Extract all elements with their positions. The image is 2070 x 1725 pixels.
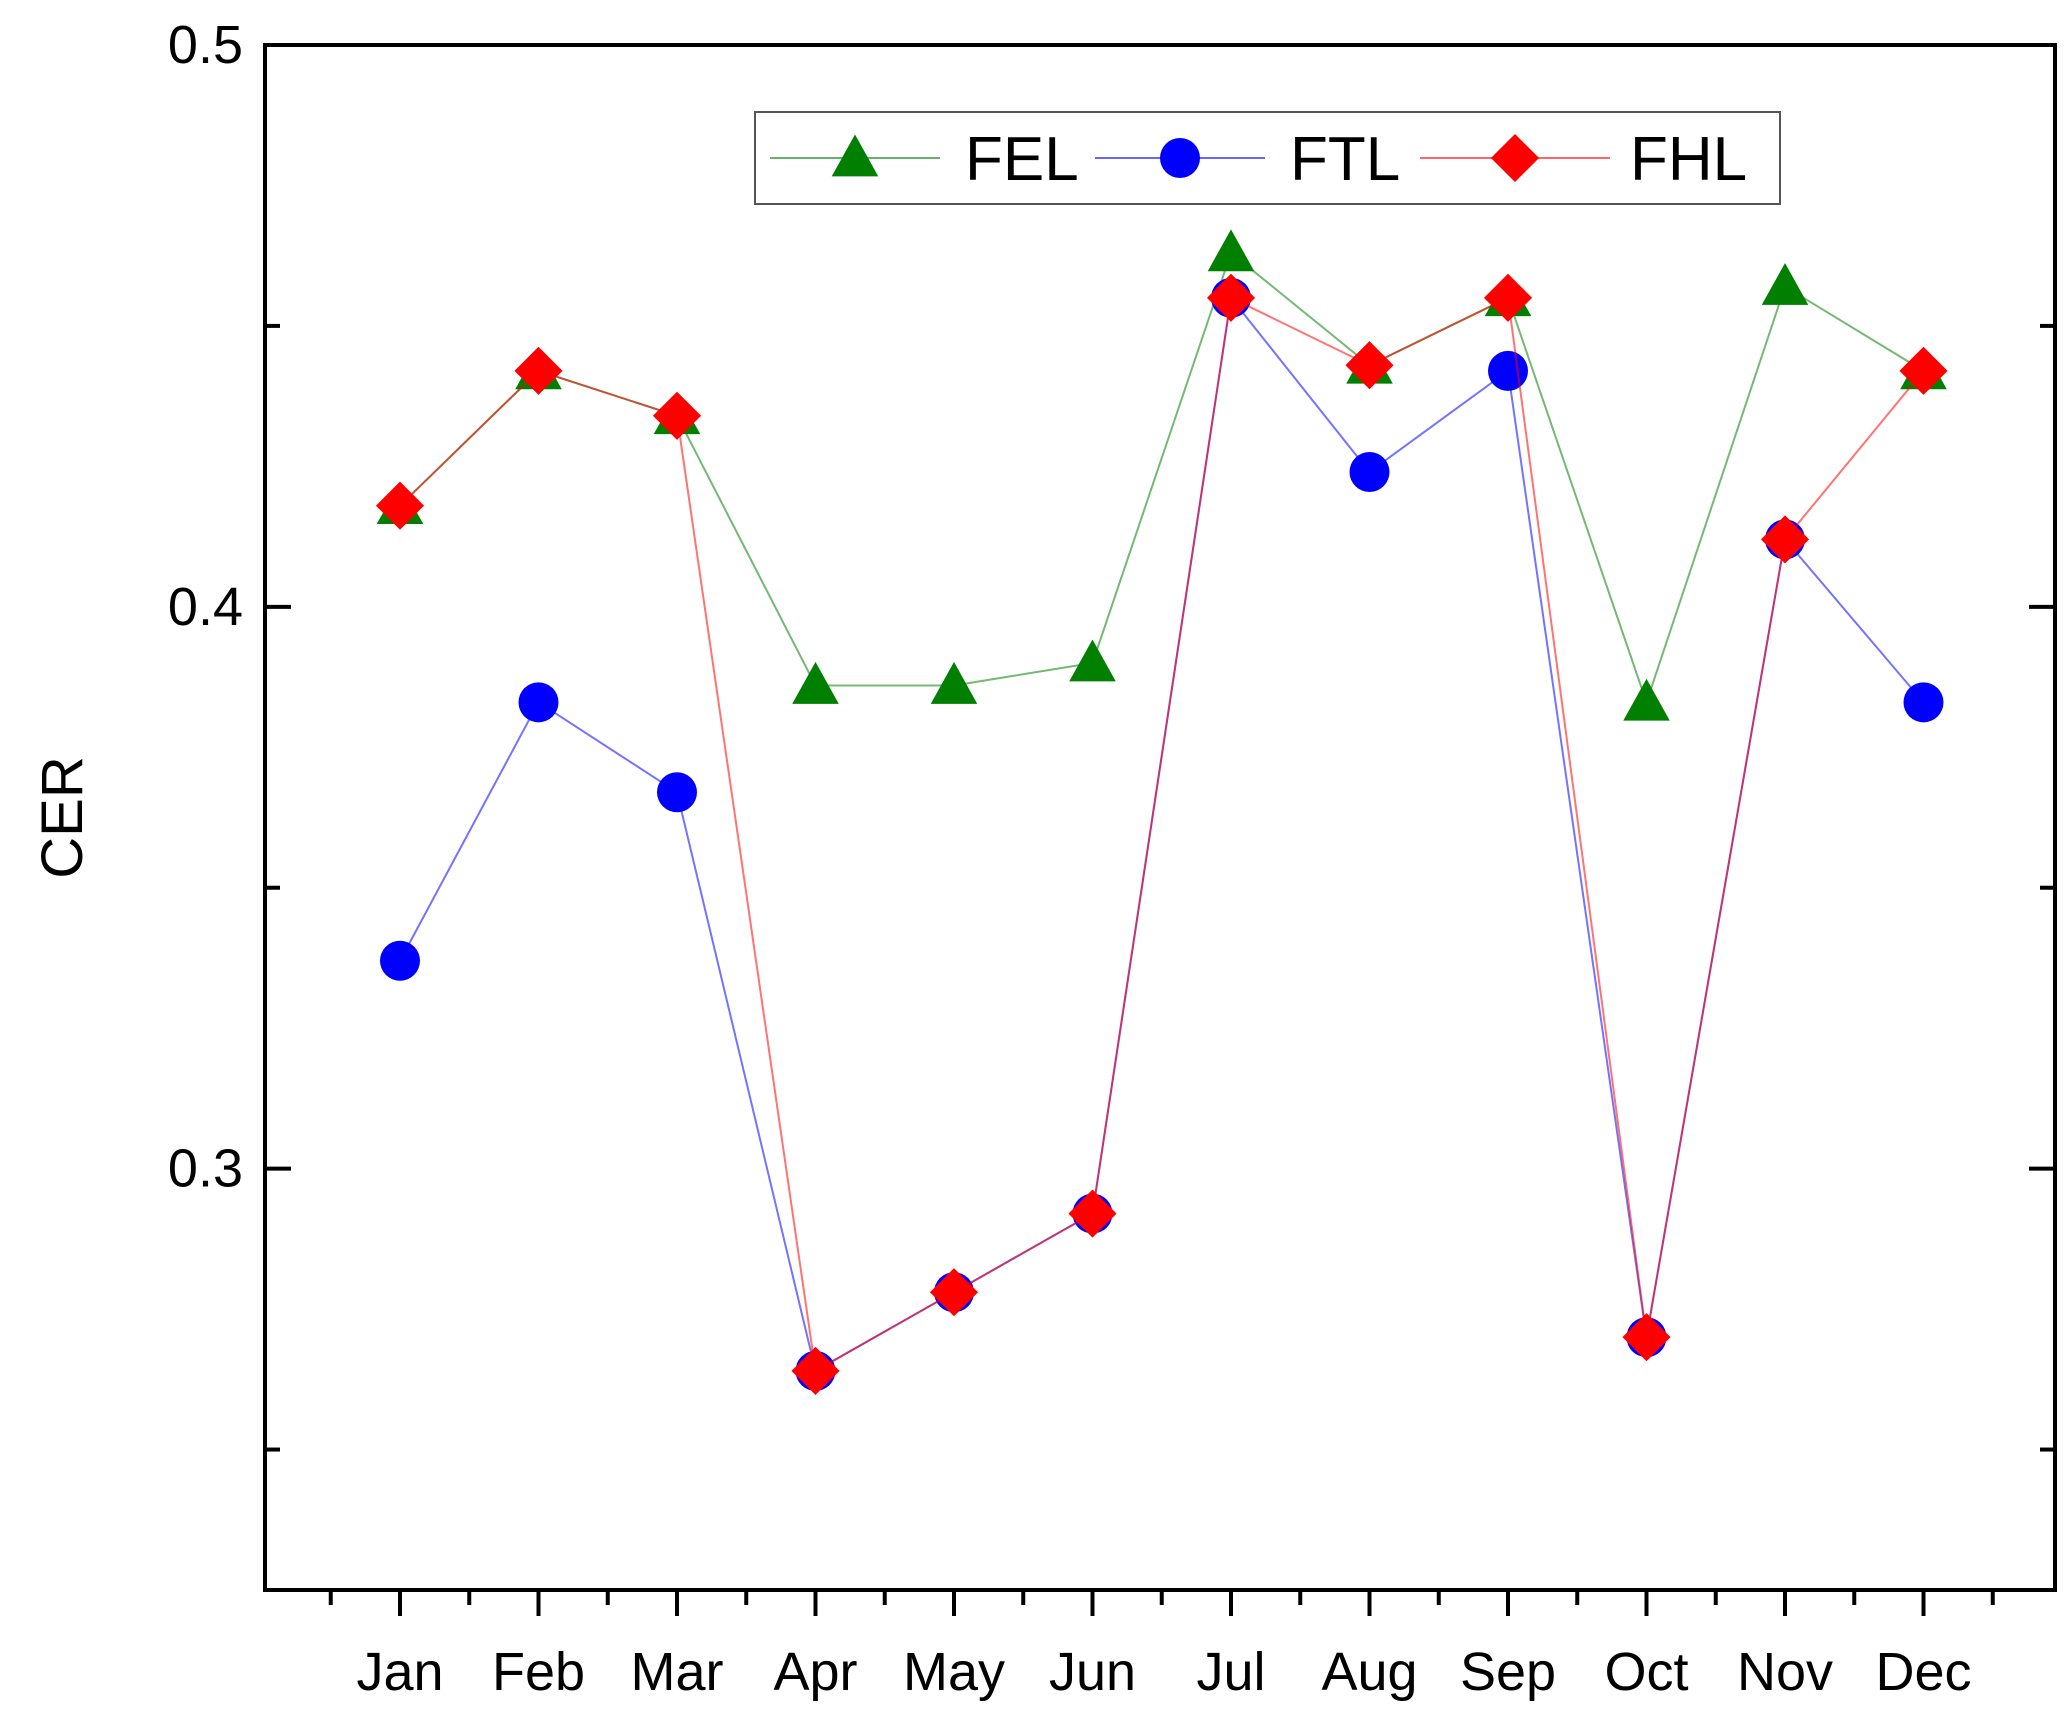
legend-item-ftl: FTL: [1095, 125, 1400, 194]
fel-point-apr: [792, 661, 839, 704]
ftl-point-feb: [518, 682, 559, 723]
x-tick-label-nov: Nov: [1737, 1642, 1833, 1702]
x-tick-label-mar: Mar: [631, 1642, 724, 1702]
fel-point-jul: [1207, 229, 1255, 272]
x-tick-label-aug: Aug: [1321, 1642, 1417, 1702]
x-tick-label-may: May: [903, 1642, 1005, 1702]
legend-marker-ftl: [1160, 138, 1200, 178]
series-fhl: [375, 273, 1948, 1395]
legend-item-fhl: FHL: [1420, 125, 1747, 194]
fhl-point-mar: [652, 391, 702, 440]
fhl-point-sep: [1483, 273, 1533, 322]
fhl-point-apr: [791, 1346, 840, 1395]
legend-item-fel: FEL: [770, 125, 1079, 194]
y-axis-label: CER: [30, 756, 95, 878]
y-tick-label: 0.3: [168, 1139, 243, 1199]
legend-label-fhl: FHL: [1630, 125, 1747, 194]
ftl-point-jan: [380, 940, 420, 981]
legend-label-ftl: FTL: [1290, 125, 1400, 194]
y-tick-label: 0.4: [168, 577, 243, 637]
x-tick-label-apr: Apr: [773, 1642, 857, 1702]
fel-point-oct: [1623, 678, 1670, 721]
x-tick-label-jun: Jun: [1049, 1642, 1136, 1702]
fhl-point-oct: [1622, 1313, 1671, 1362]
legend-label-fel: FEL: [965, 125, 1079, 194]
ftl-point-dec: [1903, 682, 1944, 723]
fhl-line: [399, 296, 1925, 1372]
y-tick-label: 0.5: [168, 15, 243, 75]
fhl-point-nov: [1760, 515, 1810, 564]
fel-point-jun: [1069, 639, 1116, 682]
fel-point-nov: [1761, 263, 1809, 305]
ftl-point-aug: [1349, 451, 1390, 492]
fhl-point-jun: [1068, 1189, 1117, 1238]
x-tick-label-dec: Dec: [1875, 1642, 1971, 1702]
fhl-point-feb: [514, 346, 563, 395]
x-tick-label-oct: Oct: [1604, 1642, 1688, 1702]
ftl-point-mar: [657, 772, 697, 813]
fhl-point-may: [929, 1268, 979, 1317]
x-tick-label-sep: Sep: [1460, 1642, 1556, 1702]
fhl-point-jan: [375, 481, 425, 530]
x-tick-label-jan: Jan: [356, 1642, 443, 1702]
fhl-point-dec: [1899, 346, 1948, 395]
legend: FEL FTL FHL: [754, 111, 1781, 205]
x-tick-label-feb: Feb: [492, 1642, 585, 1702]
legend-marker-fel: [831, 134, 879, 177]
fel-point-may: [930, 661, 978, 704]
fhl-point-aug: [1345, 341, 1394, 390]
legend-marker-fhl: [1490, 133, 1540, 183]
ftl-point-sep: [1488, 350, 1528, 391]
series-ftl: [380, 277, 1944, 1391]
fhl-point-jul: [1206, 273, 1256, 322]
x-tick-label-jul: Jul: [1196, 1642, 1265, 1702]
